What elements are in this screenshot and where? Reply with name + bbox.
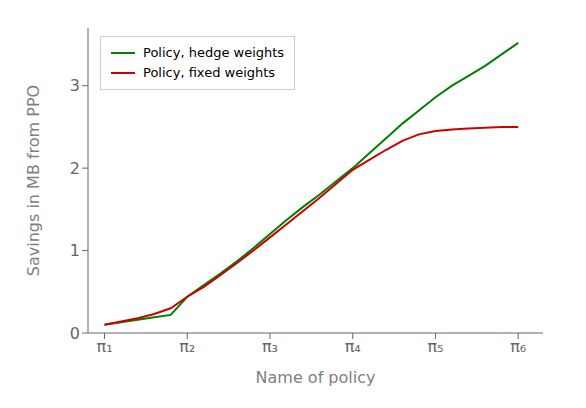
- svg-text:2: 2: [70, 159, 80, 178]
- svg-text:1: 1: [70, 241, 80, 260]
- svg-text:π₄: π₄: [345, 337, 361, 356]
- html-text:Policy, hedge weights: Policy, hedge weights: [143, 45, 285, 60]
- html-text:Policy, fixed weights: Policy, fixed weights: [143, 65, 276, 80]
- svg-text:0: 0: [70, 324, 80, 343]
- svg-text:π₆: π₆: [510, 337, 526, 356]
- svg-text:3: 3: [70, 76, 80, 95]
- svg-text:π₂: π₂: [179, 337, 195, 356]
- svg-text:Savings in MB from PPO: Savings in MB from PPO: [24, 85, 43, 276]
- svg-text:π₁: π₁: [97, 337, 113, 356]
- svg-text:π₃: π₃: [262, 337, 278, 356]
- svg-text:π₅: π₅: [427, 337, 443, 356]
- svg-text:Name of policy: Name of policy: [256, 368, 376, 387]
